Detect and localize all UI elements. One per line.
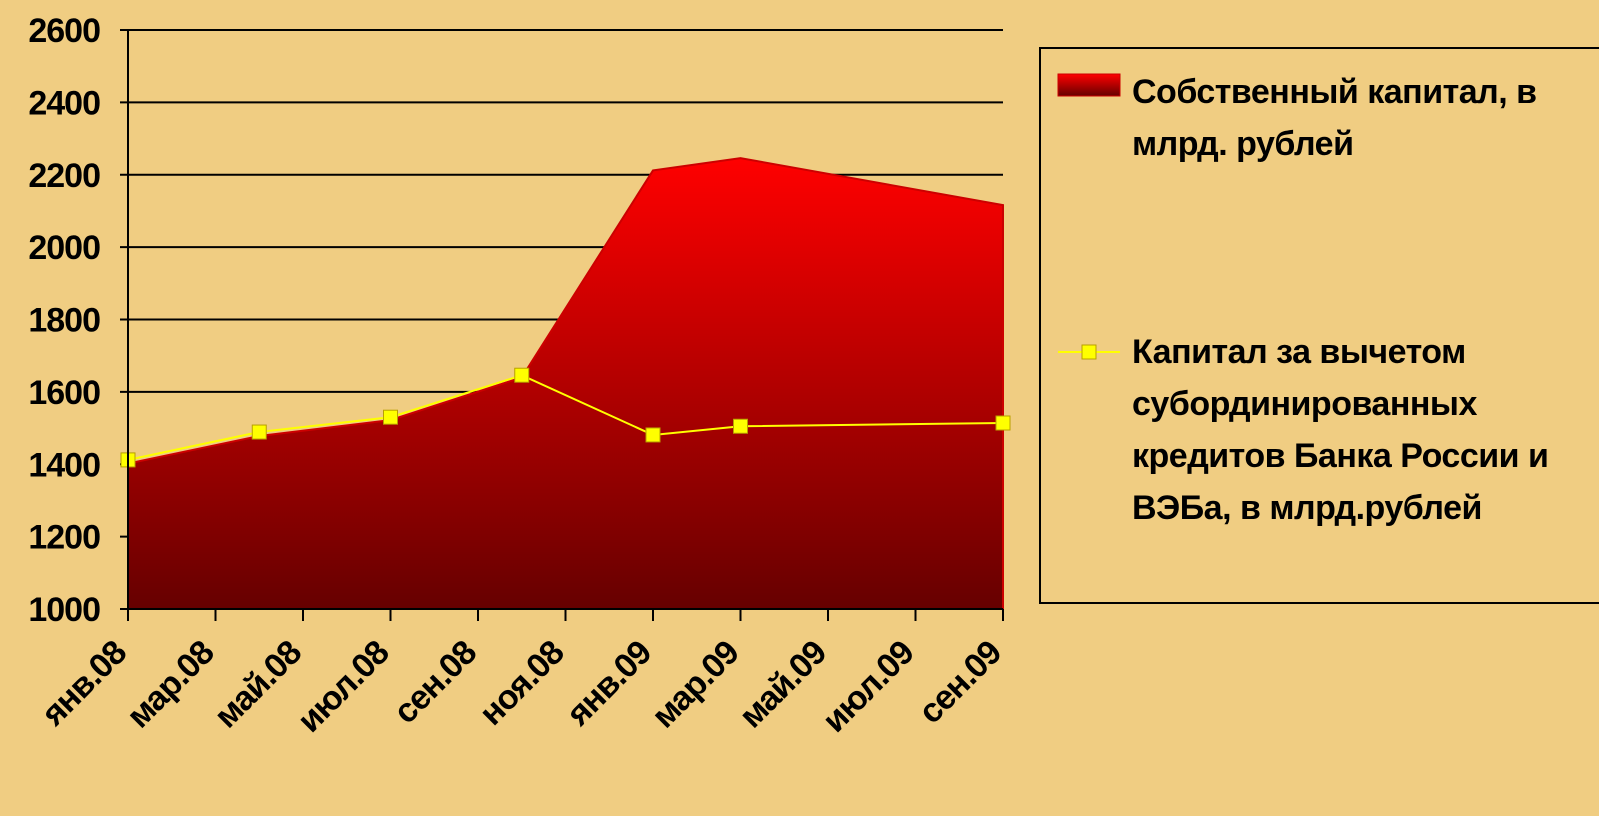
marker <box>995 415 1011 431</box>
x-tick-label: сен.08 <box>386 634 483 731</box>
x-tick-label: янв.08 <box>34 634 134 734</box>
marker <box>733 418 748 434</box>
legend-marker <box>1081 344 1097 360</box>
x-tick-label: май.08 <box>207 634 309 736</box>
y-tick-label: 1400 <box>28 446 100 484</box>
legend-label: Собственный капитал, в млрд. рублей <box>1132 73 1537 163</box>
x-tick-label: сен.09 <box>911 634 1008 731</box>
y-tick-label: 1800 <box>28 302 100 340</box>
y-tick-label: 2000 <box>28 229 100 267</box>
marker <box>514 367 530 383</box>
y-tick-label: 2200 <box>28 157 100 195</box>
x-tick-label: янв.09 <box>559 634 659 734</box>
y-tick-label: 1200 <box>28 519 100 557</box>
x-tick-label: мар.08 <box>120 634 222 736</box>
x-tick-label: ноя.08 <box>472 634 571 733</box>
marker <box>383 409 398 425</box>
marker <box>645 427 661 443</box>
x-tick-label: май.09 <box>732 634 834 736</box>
area <box>127 157 1004 610</box>
y-tick-label: 2400 <box>28 84 100 122</box>
legend-swatch <box>1057 73 1121 97</box>
x-tick-label: июл.09 <box>815 634 921 740</box>
y-tick-label: 2600 <box>28 12 100 50</box>
legend-box <box>1039 47 1599 604</box>
marker <box>251 424 267 440</box>
y-tick-label: 1600 <box>28 374 100 412</box>
x-tick-label: мар.09 <box>645 634 747 736</box>
x-tick-label: июл.08 <box>290 634 396 740</box>
y-tick-label: 1000 <box>28 591 100 629</box>
legend-label: Капитал за вычетом субординированных кре… <box>1132 333 1549 527</box>
